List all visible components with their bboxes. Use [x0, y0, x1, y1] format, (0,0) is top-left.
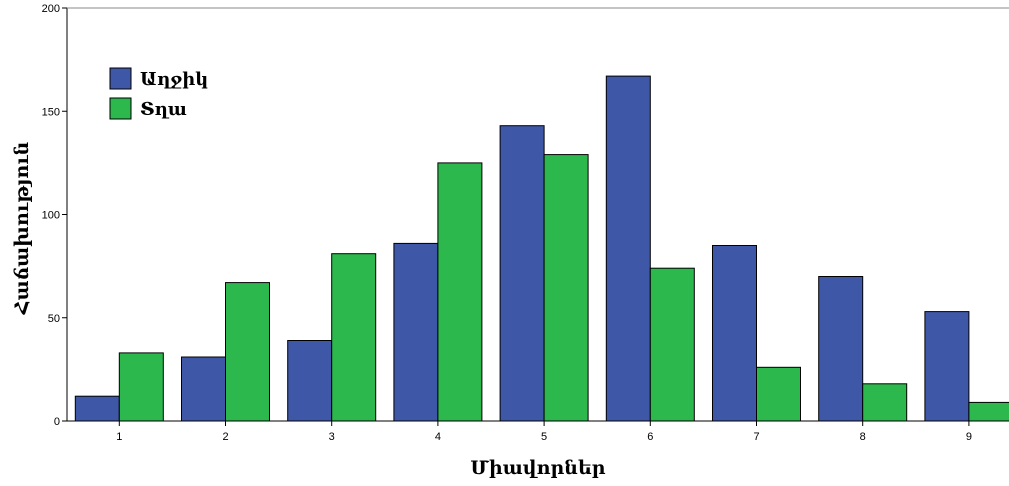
legend-label: Տղա	[140, 99, 187, 120]
bar-series2-2	[225, 282, 270, 422]
legend-swatch	[109, 67, 132, 90]
x-tick-label: 3	[329, 431, 335, 443]
y-tick-label: 100	[42, 210, 60, 222]
bar-series2-4	[437, 162, 483, 422]
bar-series2-1	[118, 352, 164, 422]
x-ticks-group: 1 2 3 4 5 6 7 8 9	[116, 421, 972, 443]
x-axis-title: Միավորներ	[470, 457, 605, 479]
bar-series2-3	[331, 253, 377, 422]
x-tick-label: 2	[222, 431, 228, 443]
bar-series1-7	[712, 245, 757, 422]
y-tick-label: 0	[54, 416, 60, 428]
bar-series1-8	[818, 276, 864, 422]
x-tick-label: 7	[753, 431, 759, 443]
bar-series1-1	[74, 395, 120, 422]
bar-series2-7	[756, 366, 801, 422]
bar-series2-6	[649, 267, 695, 422]
bar-series1-6	[605, 75, 651, 422]
bar-series2-5	[543, 154, 589, 422]
y-tick-label: 50	[48, 313, 60, 325]
bars-group	[74, 75, 1009, 422]
x-tick-label: 6	[647, 431, 653, 443]
y-axis-title: Հաճախություն	[11, 142, 33, 316]
bar-series1-4	[393, 242, 439, 422]
y-tick-label: 150	[42, 106, 60, 118]
bar-series1-9	[924, 311, 970, 422]
bar-series2-9	[968, 401, 1009, 422]
bar-series1-5	[499, 125, 545, 422]
bar-series2-8	[862, 383, 908, 422]
legend: Աղջիկ Տղա	[109, 67, 208, 120]
x-tick-label: 1	[116, 431, 122, 443]
x-tick-label: 9	[966, 431, 972, 443]
legend-swatch	[109, 97, 132, 120]
y-tick-label: 200	[42, 3, 60, 15]
bar-series1-3	[287, 340, 333, 422]
x-tick-label: 4	[435, 431, 441, 443]
x-tick-label: 8	[860, 431, 866, 443]
bar-series1-2	[181, 356, 226, 422]
y-ticks-group: 0 50 100 150 200	[42, 3, 67, 428]
legend-label: Աղջիկ	[140, 69, 208, 90]
x-tick-label: 5	[541, 431, 547, 443]
